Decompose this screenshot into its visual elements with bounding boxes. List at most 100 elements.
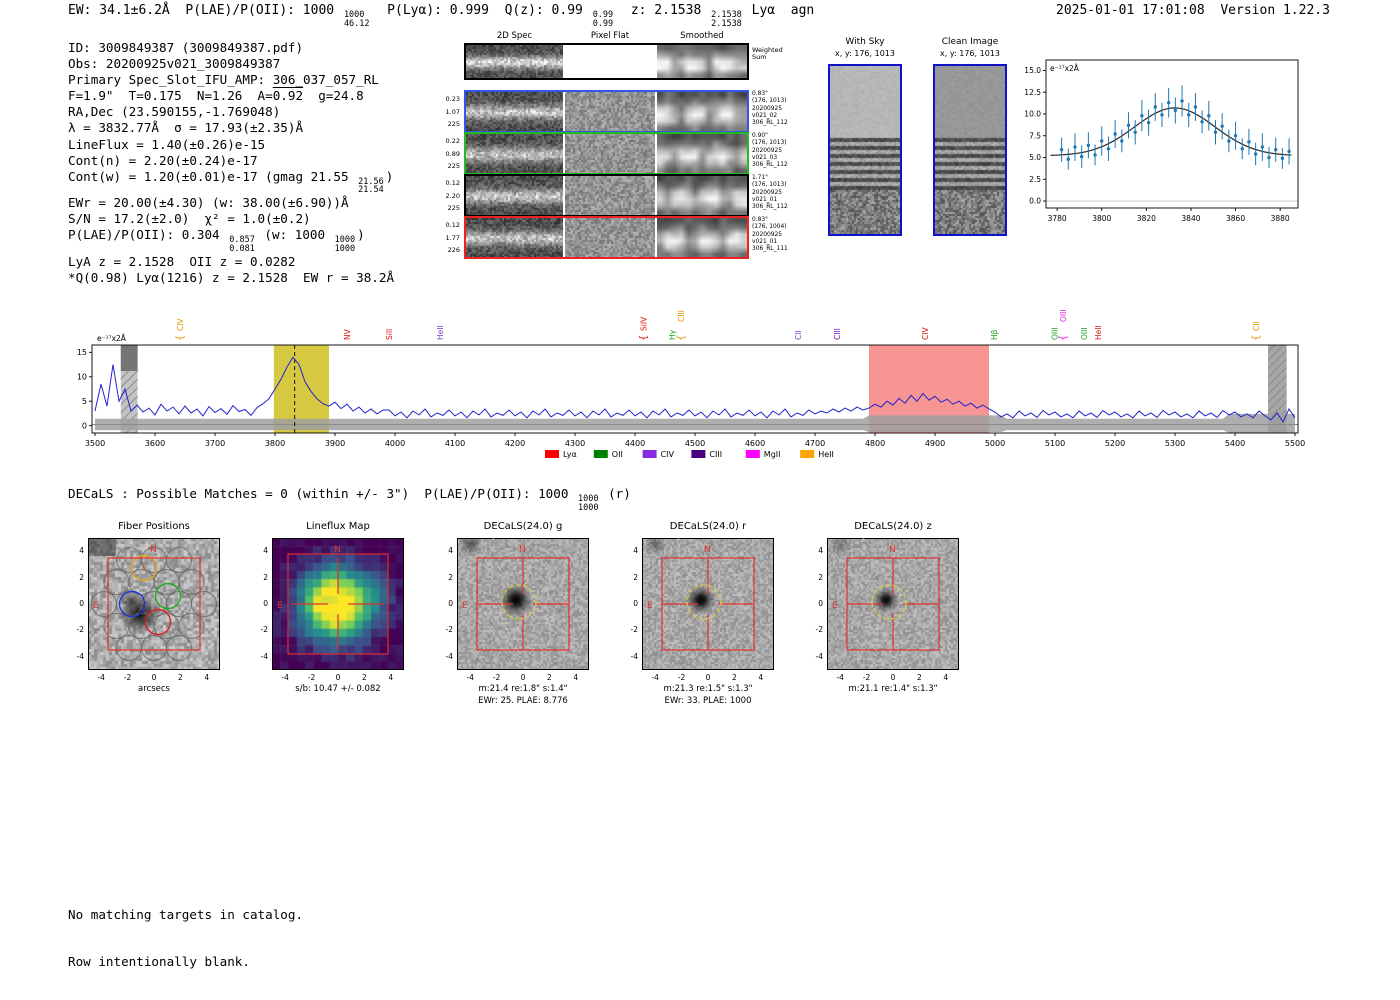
cutout-title: DECaLS(24.0) z: [854, 521, 932, 532]
svg-text:3840: 3840: [1181, 214, 1200, 223]
svg-text:10: 10: [77, 373, 87, 382]
data-point: [1200, 120, 1204, 124]
compass-north: N: [704, 545, 711, 555]
x-tick-label: 4: [573, 673, 579, 682]
text-run: z: 2.1538: [615, 3, 710, 18]
data-point: [1059, 147, 1064, 152]
text-run: *Q(0.98) Lyα(1216) z = 2.1528 EW r = 38.…: [68, 269, 395, 285]
legend-label: CIV: [661, 450, 675, 459]
full-spectrum-chart: 3500 3600 3700 3800 3900 4000 4100 4200 4300 4400…: [77, 309, 1305, 459]
svg-text:3800: 3800: [1092, 214, 1111, 223]
cutout-caption: m:21.4 re:1.8" s:1.4": [478, 684, 568, 694]
text-run: ): [357, 227, 365, 243]
svg-text:10.0: 10.0: [1024, 110, 1041, 119]
text-run: DECaLS : Possible Matches = 0 (within +/…: [68, 486, 576, 501]
aperture-square: [107, 557, 201, 651]
y-tick-label: 2: [263, 572, 268, 582]
stacked-fraction: 0.99 0.99: [593, 11, 613, 28]
fraction-top: 1000: [334, 235, 356, 246]
y-tick-label: 0: [79, 599, 84, 608]
data-point: [1273, 147, 1278, 152]
x-tick-label: -2: [307, 673, 316, 682]
weighted-sum-label: Weighted Sum: [752, 46, 783, 61]
y-tick-label: 0: [633, 599, 638, 608]
spec2d-row-left-labels: 0.23 1.07 225: [445, 95, 460, 129]
legend-swatch: [593, 450, 608, 458]
fraction-bottom: 0.99: [592, 18, 614, 29]
catalog-ellipse: [642, 538, 686, 559]
x-tick-label: -2: [123, 673, 132, 682]
emission-label: OIII: [1059, 309, 1068, 322]
catalog-ellipse: [457, 538, 501, 559]
emission-brace: {: [1251, 335, 1262, 341]
svg-text:3600: 3600: [145, 439, 165, 448]
svg-text:4000: 4000: [385, 439, 405, 448]
info-line: *Q(0.98) Lyα(1216) z = 2.1528 EW r = 38.…: [68, 270, 394, 286]
data-point: [1079, 154, 1084, 159]
info-block: ID: 3009849387 (3009849387.pdf) Obs: 2020…: [68, 40, 394, 286]
with-sky-coords: x, y: 176, 1013: [835, 49, 895, 58]
svg-text:4900: 4900: [925, 439, 945, 448]
y-tick-label: -2: [76, 625, 84, 635]
emission-label: HeII: [436, 325, 445, 340]
x-tick-label: 4: [388, 673, 394, 682]
compass-east: E: [277, 601, 283, 611]
spec2d-col-title: Smoothed: [680, 31, 724, 41]
emission-label: CIII: [677, 310, 686, 322]
text-run: LineFlux = 1.40(±0.26)e-15: [68, 136, 266, 152]
svg-text:3820: 3820: [1137, 214, 1156, 223]
x-tick-label: -4: [97, 673, 105, 682]
pixelflat-image: [565, 134, 655, 173]
x-tick-label: -4: [466, 673, 474, 682]
info-line: Primary Spec_Slot_IFU_AMP: 306_037_057_R…: [68, 72, 394, 88]
emission-brace: {: [676, 335, 687, 341]
data-point: [1253, 152, 1258, 156]
data-point: [1193, 105, 1198, 109]
data-point: [1153, 105, 1157, 109]
x-tick-label: -2: [677, 673, 686, 682]
fiber-circle: [128, 613, 155, 639]
svg-text:3860: 3860: [1226, 214, 1245, 223]
cutout-title: Fiber Positions: [118, 521, 190, 532]
y-tick-label: 4: [633, 546, 638, 556]
compass-east: E: [647, 601, 653, 611]
fiber-circle: [153, 569, 180, 595]
y-tick-label: -4: [630, 651, 638, 661]
fiber-circle-red: [144, 608, 172, 636]
cutout-caption2: EWr: 33. PLAE: 1000: [664, 696, 752, 706]
aperture-square: [287, 553, 389, 655]
y-tick-label: -4: [815, 651, 823, 661]
info-line: S/N = 17.2(±2.0) χ² = 1.0(±0.2): [68, 211, 394, 227]
spectrum-line: [94, 356, 1296, 423]
svg-text:5200: 5200: [1105, 439, 1125, 448]
spec2d-row-right-labels: 0.83" (176, 1013) 20200925 v021_02 306_R…: [752, 91, 788, 127]
clean-image-panel: [933, 64, 1007, 236]
spec2d-row: [464, 174, 749, 217]
y-tick-label: -2: [445, 625, 453, 635]
footer-line: Row intentionally blank.: [68, 953, 250, 969]
compass-north: N: [334, 545, 341, 555]
fiber-circle: [116, 635, 142, 661]
text-run: ID: 3009849387 (3009849387.pdf): [68, 40, 304, 55]
legend-label: MgII: [764, 450, 781, 459]
smoothed-image: [657, 92, 747, 131]
info-line: Cont(n) = 2.20(±0.24)e-17: [68, 153, 394, 169]
info-line: RA,Dec (23.590155,-1.769048): [68, 104, 394, 120]
cutout-title: DECaLS(24.0) r: [669, 521, 747, 532]
x-tick-label: -4: [281, 673, 289, 682]
cutout-overlay: NE: [88, 538, 220, 670]
fiber-circle: [178, 569, 205, 595]
svg-text:4300: 4300: [565, 439, 585, 448]
compass-north: N: [150, 545, 157, 555]
y-tick-label: 4: [79, 546, 84, 556]
fiber-circle: [178, 613, 205, 639]
emission-brace: {: [175, 335, 186, 341]
info-line: LyA z = 2.1528 OII z = 0.0282: [68, 254, 394, 270]
y-tick-label: -4: [76, 651, 84, 661]
svg-text:5500: 5500: [1285, 439, 1305, 448]
legend-swatch: [642, 450, 657, 458]
x-tick-label: 0: [520, 673, 526, 682]
pixelflat-image: [565, 176, 655, 215]
info-line: F=1.9" T=0.175 N=1.26 A=0.92 g=24.8: [68, 88, 394, 104]
data-point: [1280, 156, 1285, 161]
